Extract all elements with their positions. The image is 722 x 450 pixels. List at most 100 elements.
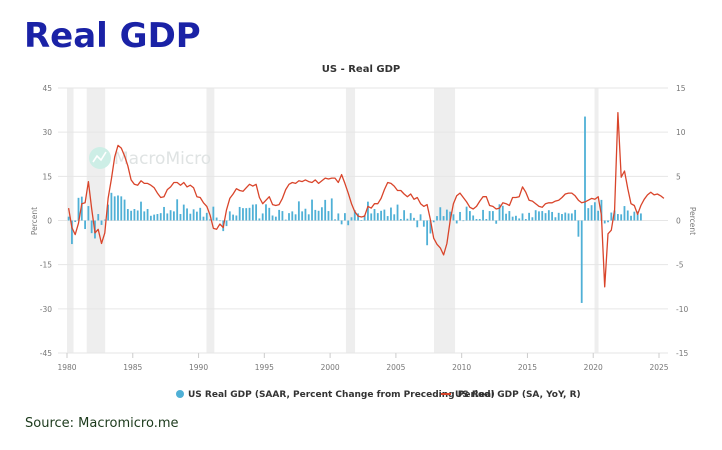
bar — [288, 213, 290, 221]
bar — [149, 215, 152, 221]
legend-item-bars[interactable]: US Real GDP (SAAR, Percent Change from P… — [176, 390, 495, 400]
bar — [426, 220, 429, 246]
chart-title: US - Real GDP — [322, 64, 400, 75]
bar — [353, 210, 356, 221]
bar — [564, 212, 567, 221]
bar — [521, 213, 524, 221]
bar — [301, 211, 304, 221]
bar — [554, 217, 557, 221]
bar — [508, 211, 511, 221]
bar — [166, 213, 169, 221]
bar — [136, 210, 139, 221]
bar — [90, 220, 93, 234]
bar — [386, 216, 389, 221]
y-left-tick-label: -15 — [40, 261, 52, 270]
bar — [242, 208, 244, 221]
bar — [117, 195, 119, 221]
bar — [67, 216, 70, 221]
bar — [370, 213, 373, 221]
legend-label-line: US Real GDP (SA, YoY, R) — [455, 390, 581, 400]
bar — [357, 213, 359, 221]
bar — [593, 202, 596, 221]
bar — [626, 210, 629, 221]
bar — [561, 214, 563, 221]
y-axis-left: 45 30 15 0 -15 -30 -45 — [40, 84, 52, 358]
bar — [248, 207, 251, 221]
bar — [367, 201, 369, 221]
bar — [347, 220, 350, 226]
bar — [600, 199, 603, 221]
bar — [71, 220, 73, 245]
bar — [439, 207, 442, 221]
x-tick-label: 2020 — [584, 363, 603, 372]
bar — [567, 213, 570, 221]
bar — [304, 208, 307, 221]
bar — [255, 204, 258, 221]
bar — [492, 211, 494, 221]
bar — [475, 219, 478, 221]
bar — [284, 219, 287, 221]
bar — [570, 213, 573, 221]
bar — [163, 206, 165, 221]
bar — [416, 220, 419, 228]
bar — [176, 199, 179, 221]
y-right-tick-label: -10 — [676, 305, 688, 314]
bar — [413, 217, 415, 221]
bar — [524, 219, 527, 221]
bar — [209, 219, 211, 221]
bar — [232, 214, 234, 221]
bar — [528, 212, 530, 221]
bar — [399, 219, 402, 221]
bar — [130, 210, 133, 221]
bar — [518, 218, 521, 221]
bar — [623, 206, 626, 221]
bar — [459, 211, 461, 221]
bar — [465, 206, 468, 221]
x-tick-label: 1990 — [189, 363, 208, 372]
bar — [258, 218, 261, 221]
y-right-tick-label: -5 — [676, 261, 684, 270]
bar — [330, 198, 333, 221]
line-series — [67, 112, 665, 288]
bar — [103, 219, 106, 221]
y-left-tick-label: 45 — [42, 84, 52, 93]
bar — [547, 210, 550, 221]
bar — [182, 204, 185, 221]
bar — [192, 209, 195, 221]
bar — [294, 214, 297, 221]
bar — [179, 214, 182, 221]
y-right-tick-label: 0 — [676, 217, 681, 226]
bar — [534, 210, 537, 221]
bar — [472, 215, 475, 221]
bar — [403, 210, 406, 221]
bar — [630, 215, 632, 221]
bar — [422, 220, 425, 227]
bar-series — [67, 116, 642, 303]
bar — [449, 211, 452, 221]
bar — [324, 199, 327, 221]
bar — [196, 211, 198, 221]
y-left-tick-label: -45 — [40, 349, 52, 358]
x-tick-label: 1985 — [123, 363, 142, 372]
bar — [452, 214, 455, 221]
bar — [87, 206, 90, 221]
bar — [274, 216, 277, 221]
bar — [455, 220, 458, 224]
bar — [363, 215, 366, 221]
legend-item-line[interactable]: US Real GDP (SA, YoY, R) — [441, 390, 581, 400]
bar — [199, 207, 202, 221]
y-right-tick-label: 15 — [676, 84, 686, 93]
bar — [505, 213, 507, 221]
bar — [350, 217, 353, 221]
bar — [340, 220, 343, 225]
bar — [610, 212, 613, 221]
x-tick-label: 1995 — [255, 363, 274, 372]
bar — [212, 206, 215, 221]
gridlines — [58, 87, 668, 354]
bar — [172, 211, 175, 221]
bar — [97, 214, 100, 221]
bar — [113, 196, 116, 221]
bar — [587, 208, 590, 221]
x-tick-label: 2025 — [649, 363, 668, 372]
bar — [574, 209, 577, 221]
